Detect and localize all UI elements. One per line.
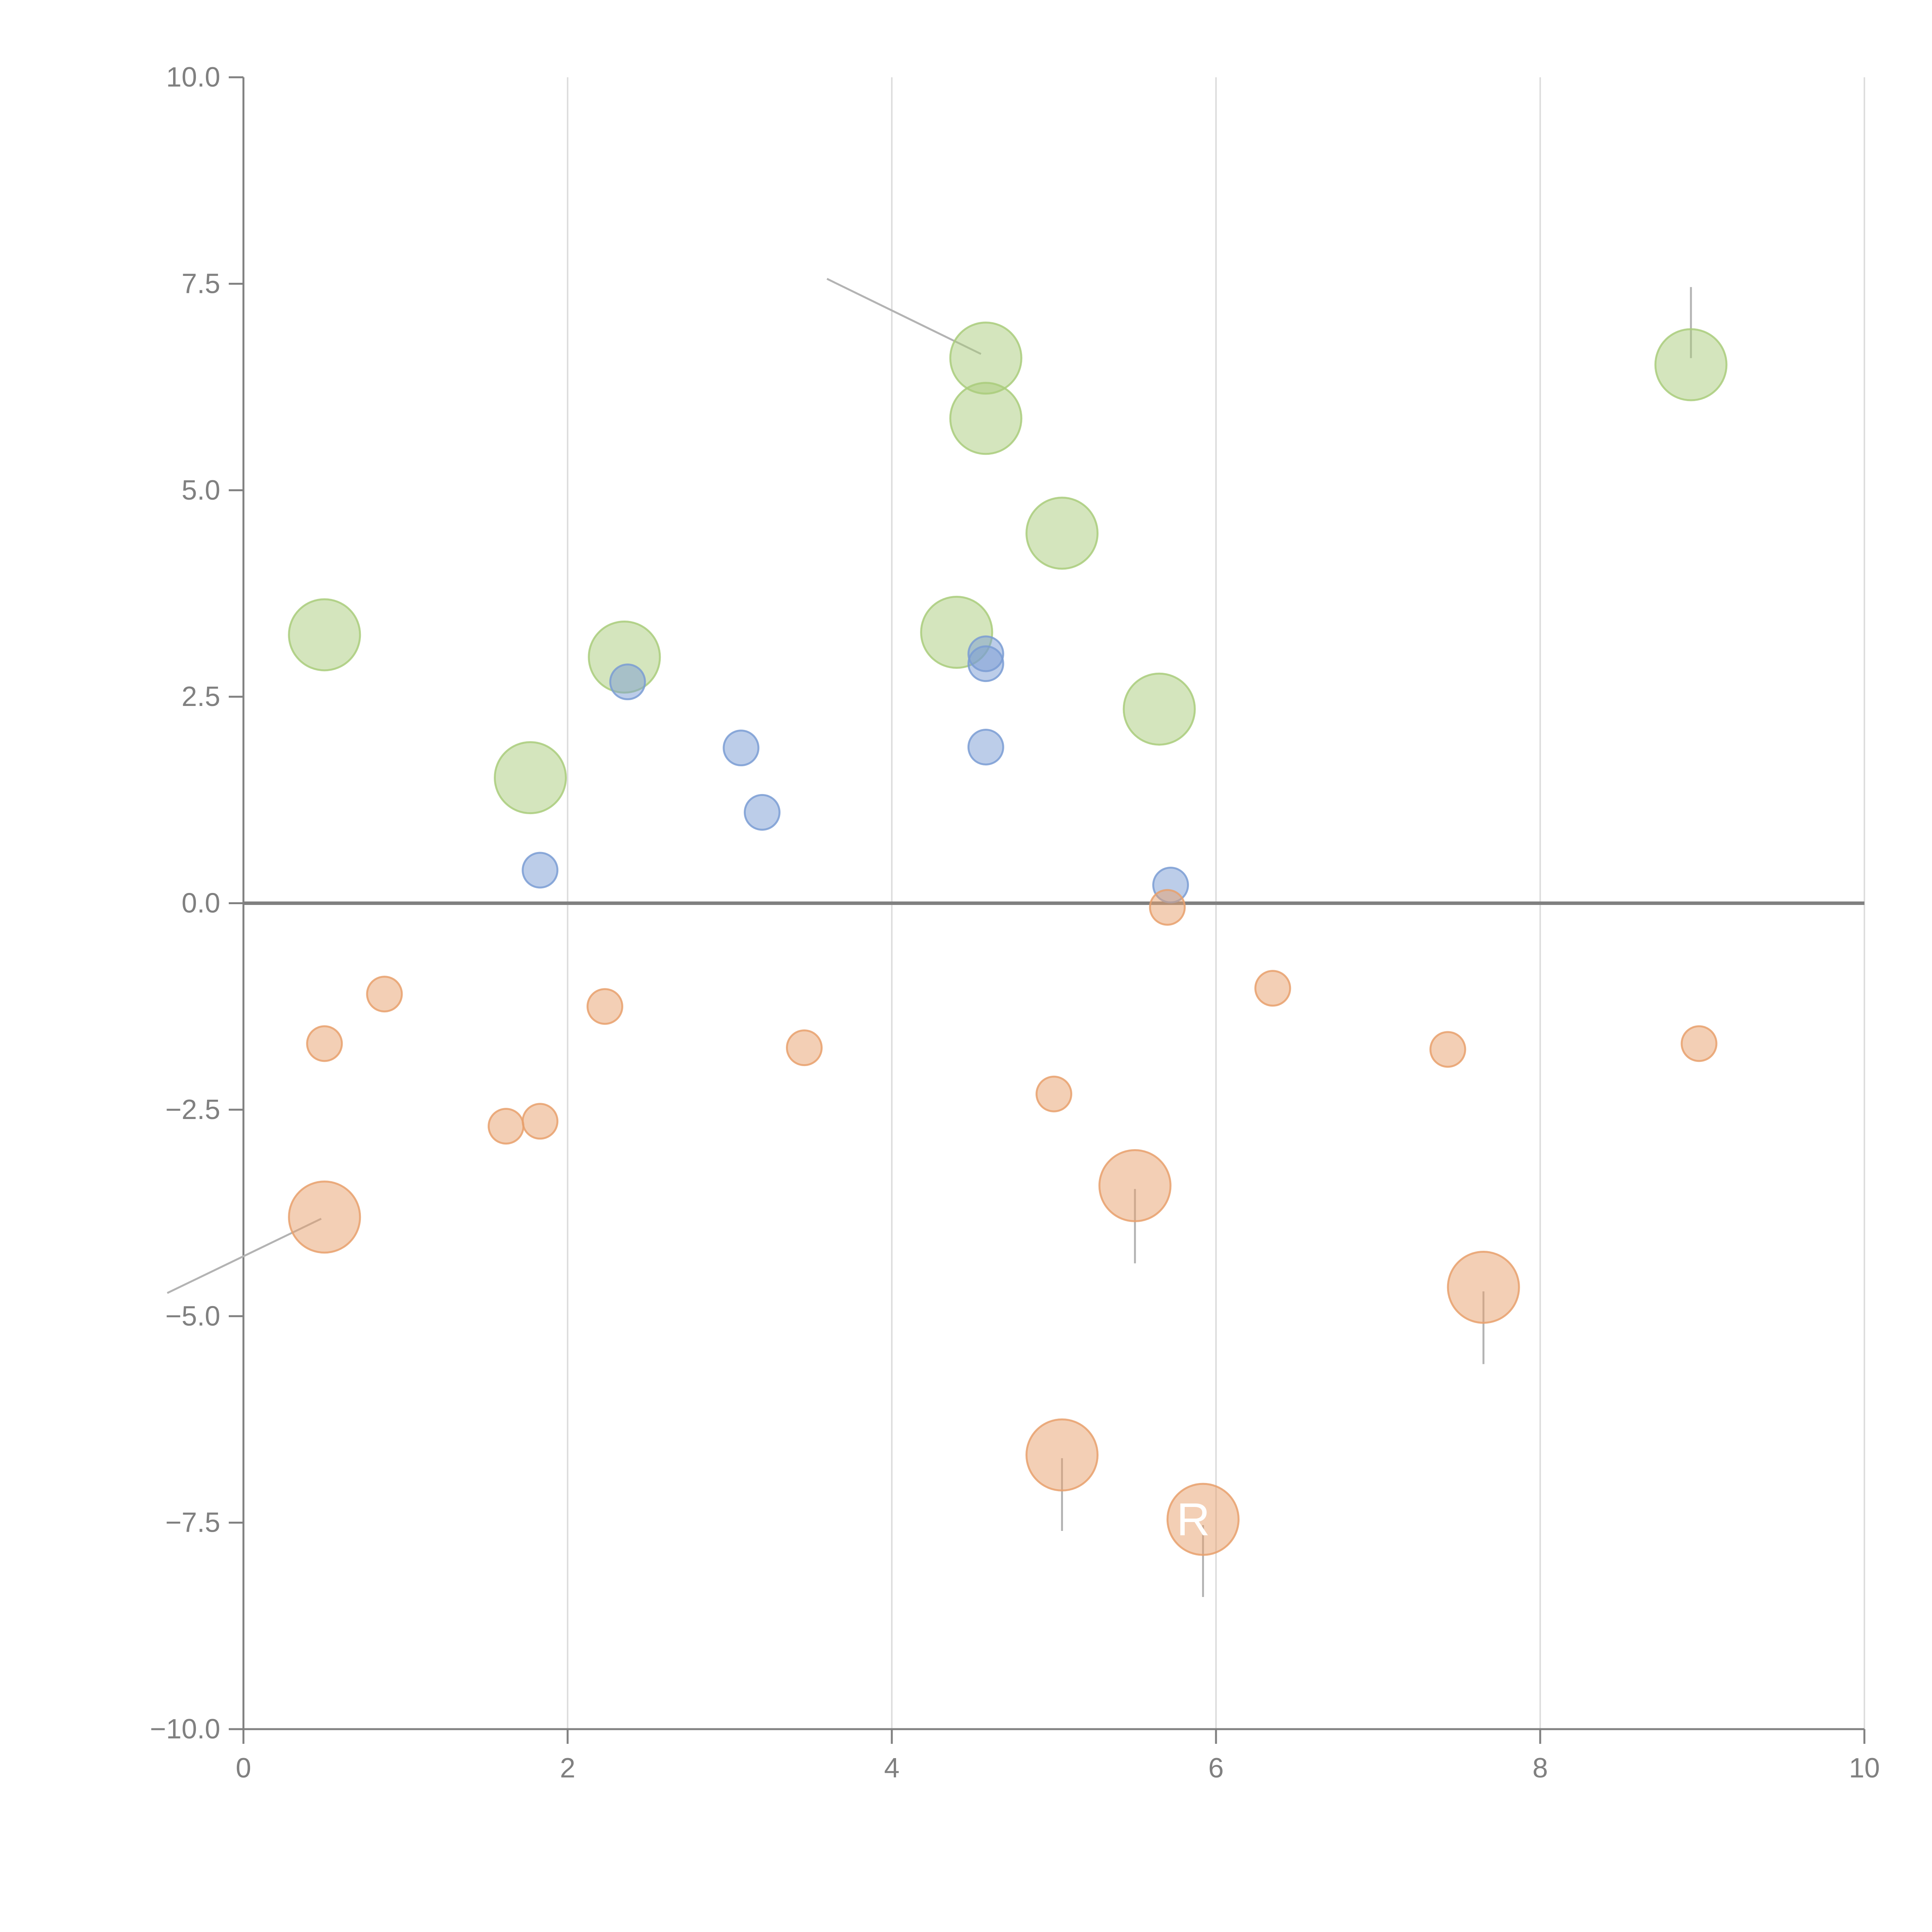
orange-point <box>586 988 623 1025</box>
blue-point <box>522 852 559 889</box>
x-tick-label: 2 <box>560 1753 575 1784</box>
orange-point <box>1429 1031 1466 1068</box>
annotations: R <box>1177 1493 1210 1545</box>
leader-lines <box>167 278 1692 1597</box>
y-tick-label: 10.0 <box>166 62 220 93</box>
orange-point <box>1680 1025 1718 1062</box>
orange-point <box>1254 970 1291 1007</box>
orange-point <box>522 1103 559 1140</box>
orange-large-point <box>1098 1149 1172 1223</box>
x-tick-label: 8 <box>1532 1753 1548 1784</box>
orange-large-point <box>1025 1418 1099 1492</box>
orange-point <box>1149 889 1186 926</box>
green-point <box>1122 672 1196 746</box>
data-points <box>288 321 1728 1556</box>
green-point <box>494 741 567 815</box>
y-tick-label: −5.0 <box>165 1301 220 1332</box>
blue-point <box>743 794 781 831</box>
blue-point <box>723 730 760 767</box>
x-tick-label: 4 <box>884 1753 900 1784</box>
blue-point <box>967 729 1004 766</box>
blue-point <box>609 663 646 701</box>
y-tick-label: 0.0 <box>182 888 220 919</box>
green-point <box>949 382 1022 455</box>
orange-point <box>488 1108 525 1145</box>
orange-large-point <box>1447 1250 1520 1324</box>
x-tick-label: 0 <box>236 1753 251 1784</box>
x-ticks: 0 2 4 6 8 10 <box>236 1729 1880 1784</box>
y-tick-label: −10.0 <box>150 1714 220 1745</box>
y-tick-label: 7.5 <box>182 268 220 299</box>
green-point <box>288 598 361 672</box>
annotation-label: R <box>1177 1493 1210 1545</box>
y-tick-label: −7.5 <box>165 1507 220 1538</box>
y-tick-label: −2.5 <box>165 1094 220 1125</box>
orange-point <box>306 1025 343 1062</box>
x-tick-label: 6 <box>1208 1753 1224 1784</box>
y-tick-label: 2.5 <box>182 681 220 712</box>
x-tick-label: 10 <box>1849 1753 1880 1784</box>
green-point <box>1025 497 1099 570</box>
y-ticks: 10.0 7.5 5.0 2.5 0.0 −2.5 −5.0 −7.5 −10.0 <box>150 62 243 1745</box>
orange-large-point <box>288 1180 361 1254</box>
y-tick-label: 5.0 <box>182 475 220 506</box>
orange-large-point <box>1166 1483 1240 1556</box>
blue-point <box>967 645 1004 682</box>
green-point <box>1654 328 1728 401</box>
orange-point <box>786 1029 823 1066</box>
orange-point <box>366 976 403 1013</box>
orange-point <box>1036 1075 1072 1112</box>
